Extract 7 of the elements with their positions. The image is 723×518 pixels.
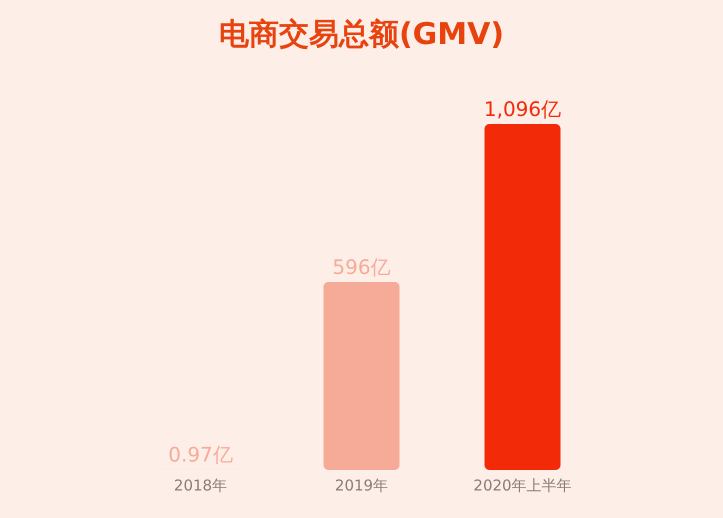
data-label: 0.97亿 xyxy=(168,442,233,467)
data-label: 596亿 xyxy=(332,254,391,279)
x-tick-label: 2019年 xyxy=(334,476,388,494)
data-label: 1,096亿 xyxy=(484,97,562,121)
chart-title: 电商交易总额(GMV) xyxy=(218,17,504,52)
x-tick-label: 2018年 xyxy=(174,476,228,494)
x-tick-label: 2020年上半年 xyxy=(473,476,572,494)
